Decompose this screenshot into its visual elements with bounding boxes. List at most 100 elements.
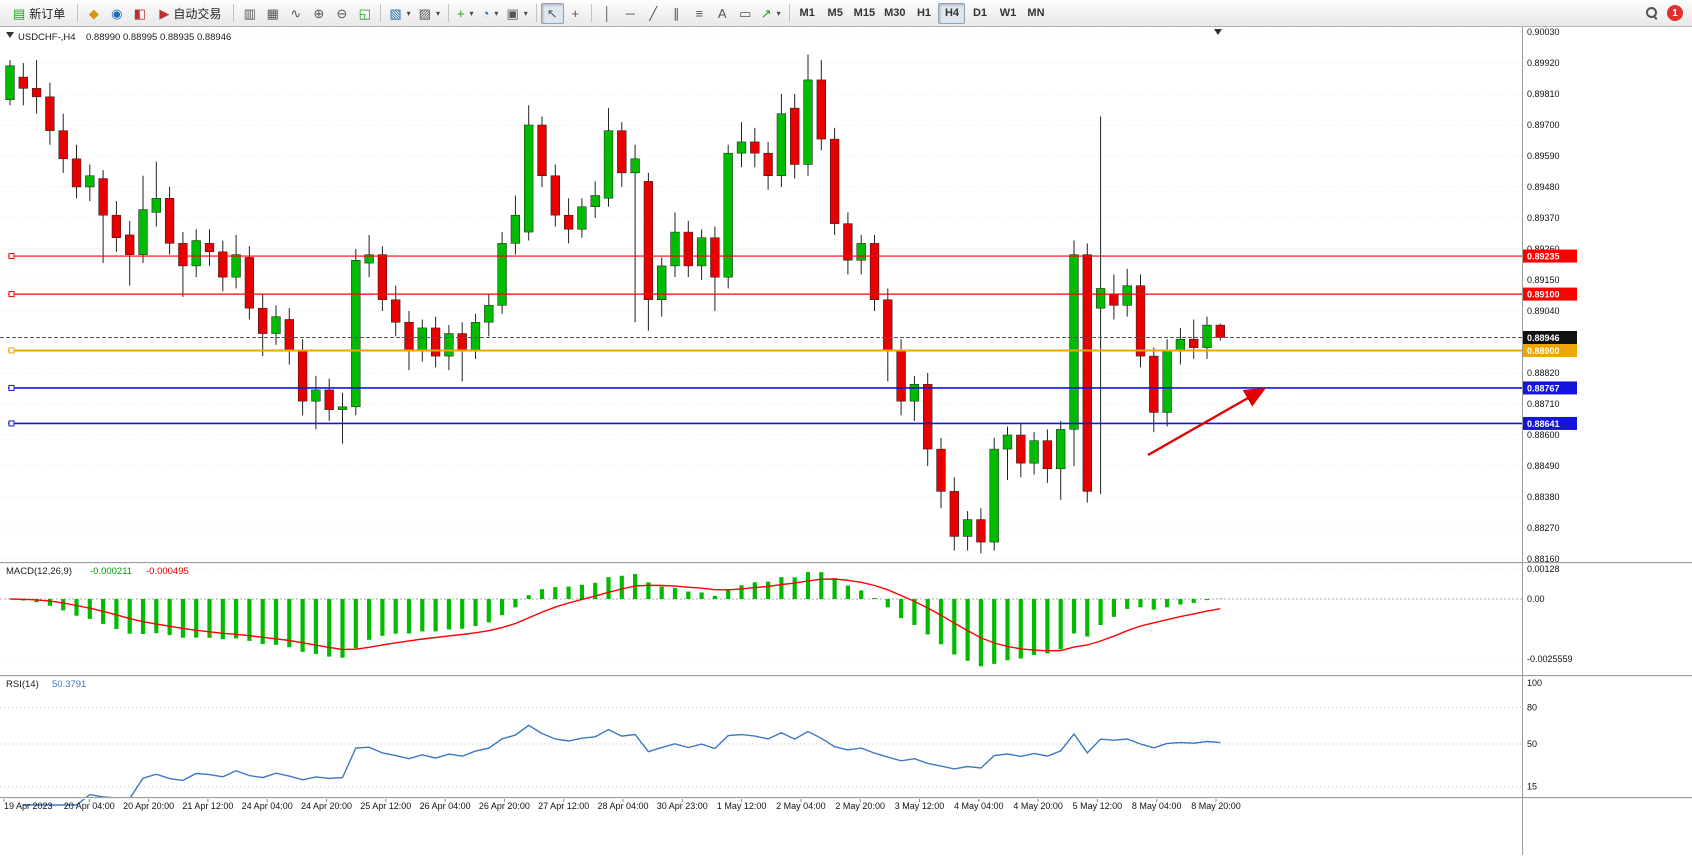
timeframe-m5[interactable]: M5 (822, 3, 849, 24)
navigator-button[interactable]: ◧ (128, 3, 151, 24)
auto-trading-button[interactable]: ▶ 自动交易 (151, 3, 229, 24)
fibonacci-icon: ≡ (695, 5, 704, 21)
candle (404, 322, 414, 351)
horizontal-line-button[interactable]: ─ (619, 3, 642, 24)
candle (923, 384, 933, 450)
candle (590, 195, 600, 207)
candle (1122, 285, 1132, 306)
timeframe-w1[interactable]: W1 (994, 3, 1021, 24)
candle (1069, 254, 1079, 430)
zoom-in-button[interactable]: ⊕ (307, 3, 330, 24)
favorites-button[interactable]: ◆ (82, 3, 105, 24)
trend-arrow-annotation[interactable] (1147, 387, 1267, 457)
chart-dropdown-icon[interactable] (6, 32, 14, 38)
cursor-button[interactable]: ↖ (540, 2, 564, 24)
price-axis[interactable]: 0.90030 0.89920 0.89810 0.89700 0.89590 0.894… (1523, 27, 1577, 792)
notifications-button[interactable]: 1 (1663, 3, 1687, 24)
candle (843, 223, 853, 261)
macd-tick-label: -0.0025559 (1527, 654, 1573, 664)
label-tool-button[interactable]: ▭ (734, 3, 757, 24)
candle (324, 389, 334, 410)
line-chart-button[interactable]: ∿ (284, 3, 307, 24)
candle (470, 322, 481, 351)
fibonacci-button[interactable]: ≡ (688, 3, 711, 24)
candle (829, 138, 840, 224)
price-badge-label: 0.89235 (1527, 252, 1560, 262)
line-chart-icon: ∿ (290, 5, 302, 21)
candle (1215, 324, 1225, 338)
vertical-line-button[interactable]: │ (596, 3, 619, 24)
shapes-button[interactable]: ↗ ▾ (757, 3, 785, 24)
candle (58, 130, 68, 160)
text-tool-button[interactable]: A (711, 3, 734, 24)
new-chart-button[interactable]: ▧ ▾ (385, 3, 414, 24)
macd-tick-label: 0.00 (1527, 594, 1545, 604)
hline-handle[interactable] (8, 291, 15, 298)
hline-handle[interactable] (8, 253, 15, 260)
candle (1029, 440, 1039, 464)
shift-marker-icon[interactable] (1214, 29, 1222, 35)
price-tick-label: 0.89480 (1527, 182, 1560, 192)
toolbar-separator (380, 4, 382, 22)
vertical-line-icon: │ (603, 5, 612, 21)
time-label: 21 Apr 12:00 (182, 801, 233, 811)
profiles-button[interactable]: ▨ ▾ (415, 3, 444, 24)
indicators-icon: + (456, 5, 465, 21)
timeframe-h4[interactable]: H4 (938, 2, 966, 24)
time-label: 4 May 04:00 (954, 801, 1004, 811)
periods-button[interactable]: ◔ ▾ (478, 3, 503, 24)
chart-canvas[interactable]: 0.90030 0.89920 0.89810 0.89700 0.89590 0.894… (0, 27, 1692, 856)
toolbar-separator (535, 4, 537, 22)
macd-signal-line (9, 578, 1221, 652)
crosshair-button[interactable]: + (564, 3, 587, 24)
indicators-button[interactable]: + ▾ (453, 3, 478, 24)
main-toolbar: ▤ 新订单 ◆ ◉ ◧ ▶ 自动交易 ▥ ▦ ∿ ⊕ ⊖ ◱ ▧ ▾ ▨ ▾ + ▾ … (0, 0, 1692, 27)
new-chart-icon: ▧ (389, 5, 402, 21)
candle (484, 305, 494, 323)
hlines-layer[interactable] (0, 253, 1522, 427)
price-badge (1523, 381, 1577, 395)
chart-symbol-title: USDCHF-,H4 (18, 32, 76, 43)
hline-handle[interactable] (8, 420, 15, 427)
timeframe-h1[interactable]: H1 (910, 3, 937, 24)
candlestick-chart-button[interactable]: ▦ (261, 3, 284, 24)
rsi-tick-label: 80 (1527, 702, 1537, 712)
timeframe-m30[interactable]: M30 (880, 3, 909, 24)
timeframe-m1[interactable]: M1 (794, 3, 821, 24)
candle (577, 206, 587, 230)
bar-chart-button[interactable]: ▥ (238, 3, 261, 24)
timeframe-m15[interactable]: M15 (850, 3, 879, 24)
candle (204, 243, 215, 253)
price-tick-label: 0.88820 (1527, 368, 1560, 378)
time-label: 26 Apr 04:00 (420, 801, 471, 811)
annotations-layer[interactable] (1147, 387, 1267, 457)
price-tick-label: 0.88160 (1527, 554, 1560, 564)
time-label: 24 Apr 04:00 (242, 801, 293, 811)
timeframe-mn[interactable]: MN (1022, 3, 1049, 24)
time-axis[interactable]: 19 Apr 2023 20 Apr 04:00 20 Apr 20:00 21 Ap… (3, 798, 1241, 811)
zoom-out-button[interactable]: ⊖ (330, 3, 353, 24)
candle (976, 519, 986, 543)
timeframe-d1[interactable]: D1 (966, 3, 993, 24)
candle (949, 491, 959, 537)
hline-handle[interactable] (8, 384, 15, 391)
toolbar-separator (77, 4, 79, 22)
channel-button[interactable]: ∥ (665, 3, 688, 24)
hline-handle[interactable] (8, 347, 15, 354)
bar-chart-icon: ▥ (243, 5, 256, 21)
auto-trading-label: 自动交易 (173, 6, 222, 21)
market-watch-button[interactable]: ◉ (105, 3, 128, 24)
notification-badge: 1 (1667, 5, 1683, 21)
toolbar-separator (788, 4, 790, 22)
search-button[interactable] (1640, 3, 1663, 24)
candle (497, 243, 507, 306)
candle (151, 198, 161, 213)
new-order-button[interactable]: ▤ 新订单 (5, 3, 73, 24)
templates-button[interactable]: ▣ ▾ (502, 3, 531, 24)
market-watch-icon: ◉ (111, 5, 123, 21)
candle (776, 113, 787, 176)
chevron-down-icon: ▾ (523, 8, 528, 18)
trendline-button[interactable]: ╱ (642, 3, 665, 24)
candle (1082, 254, 1092, 492)
tile-windows-button[interactable]: ◱ (353, 3, 376, 24)
